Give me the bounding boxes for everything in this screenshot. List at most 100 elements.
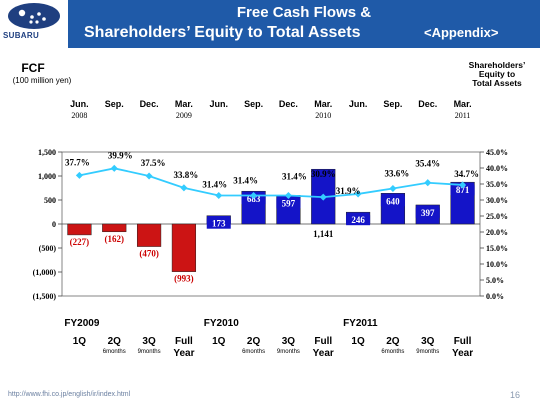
fcf-bar-value-label: 173 bbox=[212, 219, 226, 229]
equity-ratio-line bbox=[79, 167, 463, 199]
fcf-label-box bbox=[241, 194, 266, 205]
equity-ratio-point bbox=[319, 193, 327, 201]
equity-ratio-label: 33.6% bbox=[385, 168, 410, 178]
fcf-bar-value-label: (162) bbox=[105, 234, 125, 244]
equity-ratio-point bbox=[284, 191, 292, 200]
fcf-bar-value-label: 397 bbox=[421, 208, 435, 218]
period-month-label: Mar. bbox=[175, 99, 193, 109]
equity-ratio-label: 31.4% bbox=[202, 180, 227, 190]
right-tick-label: 25.0% bbox=[486, 212, 508, 221]
quarter-label: 3Q bbox=[421, 336, 435, 347]
equity-ratio-label: 37.7% bbox=[65, 157, 90, 167]
period-month-label: Dec. bbox=[140, 99, 159, 109]
left-axis-unit: (100 million yen) bbox=[13, 76, 72, 85]
brand-name: SUBARU bbox=[3, 31, 40, 40]
right-tick-label: 40.0% bbox=[486, 164, 508, 173]
period-month-label: Jun. bbox=[349, 99, 368, 109]
quarter-sub-label: 9months bbox=[138, 349, 161, 355]
equity-ratio-point bbox=[389, 184, 397, 193]
title-band: Free Cash Flows & Shareholders’ Equity t… bbox=[68, 0, 540, 48]
equity-ratio-point bbox=[75, 171, 83, 179]
slide-title-line1: Free Cash Flows & bbox=[236, 4, 372, 21]
fiscal-year-label: FY2009 bbox=[64, 318, 99, 329]
appendix-tag: <Appendix> bbox=[424, 25, 499, 40]
fiscal-year-label: FY2010 bbox=[204, 318, 239, 329]
quarter-sub-label: Year bbox=[173, 348, 194, 359]
period-month-label: Sep. bbox=[105, 99, 124, 109]
left-tick-label: (1,500) bbox=[33, 292, 57, 301]
period-month-label: Dec. bbox=[418, 99, 437, 109]
fcf-bar bbox=[171, 223, 197, 272]
right-tick-label: 20.0% bbox=[486, 228, 508, 237]
quarter-label: 1Q bbox=[73, 336, 87, 347]
fcf-bar-value-label: 683 bbox=[247, 194, 261, 204]
period-month-label: Sep. bbox=[383, 99, 402, 109]
equity-ratio-point bbox=[424, 179, 432, 187]
fcf-label-box bbox=[415, 207, 440, 218]
quarter-label: Full bbox=[314, 336, 332, 347]
footer-url[interactable]: http://www.fhi.co.jp/english/ir/index.ht… bbox=[8, 391, 131, 398]
quarter-label: 3Q bbox=[142, 336, 156, 347]
period-month-label: Sep. bbox=[244, 99, 263, 109]
subaru-logo: SUBARU bbox=[0, 0, 68, 48]
slide-header: SUBARU Free Cash Flows & Shareholders’ E… bbox=[0, 0, 540, 48]
subaru-star-emblem bbox=[8, 3, 60, 29]
equity-ratio-label: 37.5% bbox=[141, 158, 166, 168]
quarter-sub-label: 6months bbox=[381, 349, 404, 355]
period-month-label: Mar. bbox=[314, 99, 332, 109]
fcf-label-box bbox=[380, 196, 405, 207]
left-tick-label: (1,000) bbox=[33, 268, 57, 277]
quarter-label: 2Q bbox=[386, 336, 400, 347]
quarter-sub-label: Year bbox=[452, 348, 473, 359]
right-tick-label: 10.0% bbox=[486, 260, 508, 269]
period-month-label: Jun. bbox=[209, 99, 228, 109]
fcf-bar-value-label: (470) bbox=[139, 249, 159, 259]
period-month-label: Dec. bbox=[279, 99, 298, 109]
equity-ratio-point bbox=[354, 190, 362, 198]
fcf-bar-value-label: 597 bbox=[282, 198, 296, 208]
page-number: 16 bbox=[510, 390, 521, 400]
left-tick-label: 1,500 bbox=[38, 148, 56, 157]
right-tick-label: 5.0% bbox=[486, 276, 504, 285]
quarter-sub-label: 9months bbox=[416, 349, 439, 355]
fiscal-year-label: FY2011 bbox=[343, 318, 378, 329]
fcf-bar-value-label: (227) bbox=[70, 237, 90, 247]
quarter-sub-label: 6months bbox=[103, 349, 126, 355]
quarter-label: 1Q bbox=[351, 336, 365, 347]
left-axis-title: FCF bbox=[21, 61, 44, 75]
fcf-bar-value-label: 871 bbox=[456, 185, 470, 195]
fcf-bar bbox=[67, 223, 92, 236]
equity-ratio-label: 34.7% bbox=[454, 169, 479, 179]
right-tick-label: 30.0% bbox=[486, 196, 508, 205]
equity-ratio-label: 31.4% bbox=[233, 176, 258, 186]
equity-ratio-point bbox=[180, 184, 188, 192]
fcf-label-box bbox=[276, 198, 301, 209]
right-tick-label: 45.0% bbox=[486, 148, 508, 157]
quarter-sub-label: 9months bbox=[277, 349, 300, 355]
equity-ratio-label: 39.9% bbox=[108, 150, 133, 160]
right-tick-label: 35.0% bbox=[486, 180, 508, 189]
left-tick-label: 1,000 bbox=[38, 172, 56, 181]
equity-ratio-point bbox=[145, 172, 153, 180]
quarter-label: Full bbox=[175, 336, 193, 347]
fcf-label-box bbox=[346, 215, 371, 226]
fcf-bar-value-label: 1,141 bbox=[313, 229, 334, 239]
right-axis-title-line: Shareholders’ bbox=[469, 60, 526, 70]
left-tick-label: 0 bbox=[52, 220, 56, 229]
equity-ratio-label: 31.4% bbox=[282, 172, 307, 182]
right-tick-label: 15.0% bbox=[486, 244, 508, 253]
fcf-bar-value-label: 640 bbox=[386, 196, 400, 206]
equity-ratio-point bbox=[250, 191, 258, 200]
fcf-bar-value-label: (993) bbox=[174, 274, 194, 284]
left-tick-label: (500) bbox=[39, 244, 57, 253]
period-month-label: Mar. bbox=[454, 99, 472, 109]
quarter-sub-label: Year bbox=[313, 348, 334, 359]
equity-ratio-label: 30.9% bbox=[311, 169, 336, 179]
quarter-label: Full bbox=[454, 336, 472, 347]
period-year-label: 2008 bbox=[71, 111, 87, 120]
period-month-label: Jun. bbox=[70, 99, 89, 109]
equity-ratio-label: 33.8% bbox=[174, 170, 199, 180]
right-axis-title-line: Equity to bbox=[479, 69, 515, 79]
period-year-label: 2009 bbox=[176, 111, 192, 120]
